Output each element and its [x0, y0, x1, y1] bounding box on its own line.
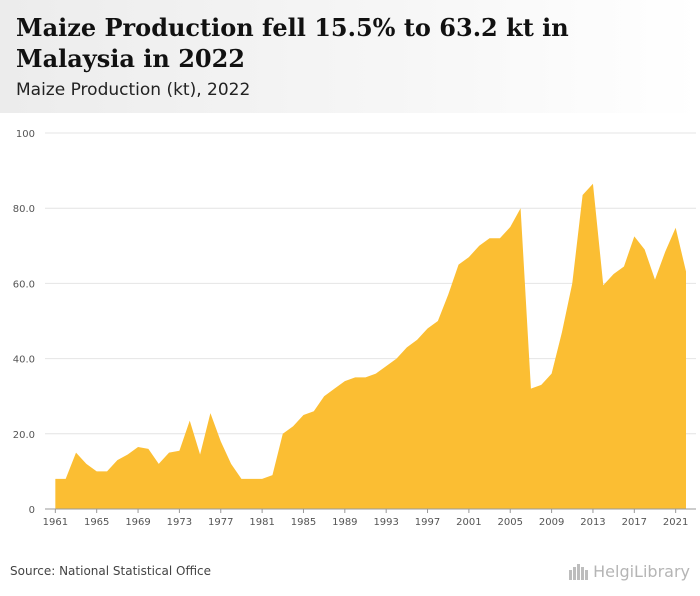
chart-axes: 0 20.0 40.0 60.0 80.0 100 1961 1965 1969 1973 1977…: [13, 129, 696, 528]
chart-area-series: [55, 183, 687, 509]
helgi-building-icon: [569, 563, 589, 580]
source-note: Source: National Statistical Office: [10, 564, 212, 578]
x-tick-label: 2005: [498, 517, 523, 528]
brand-name: HelgiLibrary: [593, 562, 690, 581]
x-tick-label: 1985: [291, 517, 316, 528]
chart-title: Maize Production fell 15.5% to 63.2 kt i…: [16, 13, 569, 73]
x-tick-label: 2001: [456, 517, 481, 528]
x-tick-label: 1981: [249, 517, 274, 528]
chart-subtitle: Maize Production (kt), 2022: [16, 80, 251, 100]
x-tick-label: 1997: [415, 517, 440, 528]
x-tick-label: 2013: [580, 517, 605, 528]
maize-production-chart: 0 20.0 40.0 60.0 80.0 100 1961 1965 1969 1973 1977…: [13, 129, 696, 528]
x-tick-label: 1965: [84, 517, 109, 528]
x-tick-label: 2021: [663, 517, 688, 528]
x-tick-label: 1961: [43, 517, 68, 528]
area-series-path: [55, 183, 687, 509]
y-tick-label: 40.0: [13, 355, 35, 366]
x-tick-label: 1969: [125, 517, 150, 528]
y-tick-label: 0: [29, 505, 35, 516]
x-tick-label: 1977: [208, 517, 233, 528]
x-tick-label: 2009: [539, 517, 564, 528]
y-tick-label: 100: [16, 129, 35, 140]
y-tick-label: 80.0: [13, 204, 35, 215]
chart-header: Maize Production fell 15.5% to 63.2 kt i…: [0, 0, 700, 113]
y-tick-label: 60.0: [13, 279, 35, 290]
x-tick-label: 1973: [167, 517, 192, 528]
x-tick-label: 1993: [373, 517, 398, 528]
y-tick-label: 20.0: [13, 430, 35, 441]
x-tick-label: 1989: [332, 517, 357, 528]
helgilibrary-logo: HelgiLibrary: [568, 562, 690, 581]
x-tick-label: 2017: [622, 517, 647, 528]
